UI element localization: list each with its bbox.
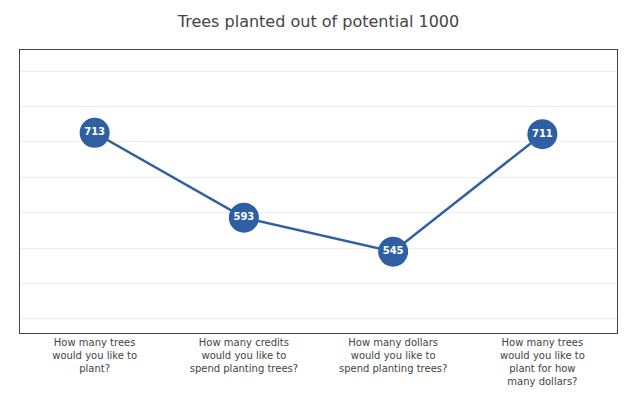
svg-text:How many treeswould you like t: How many treeswould you like toplant? [52,337,137,374]
svg-text:Trees planted out of potential: Trees planted out of potential 1000 [177,12,459,31]
svg-text:How many dollarswould you like: How many dollarswould you like tospend p… [339,337,447,374]
svg-text:593: 593 [233,211,254,222]
svg-text:How many creditswould you like: How many creditswould you like tospend p… [190,337,298,374]
svg-text:711: 711 [532,128,553,139]
svg-text:545: 545 [383,245,404,256]
svg-text:How many treeswould you like t: How many treeswould you like toplant for… [500,337,585,387]
svg-text:713: 713 [84,126,105,137]
